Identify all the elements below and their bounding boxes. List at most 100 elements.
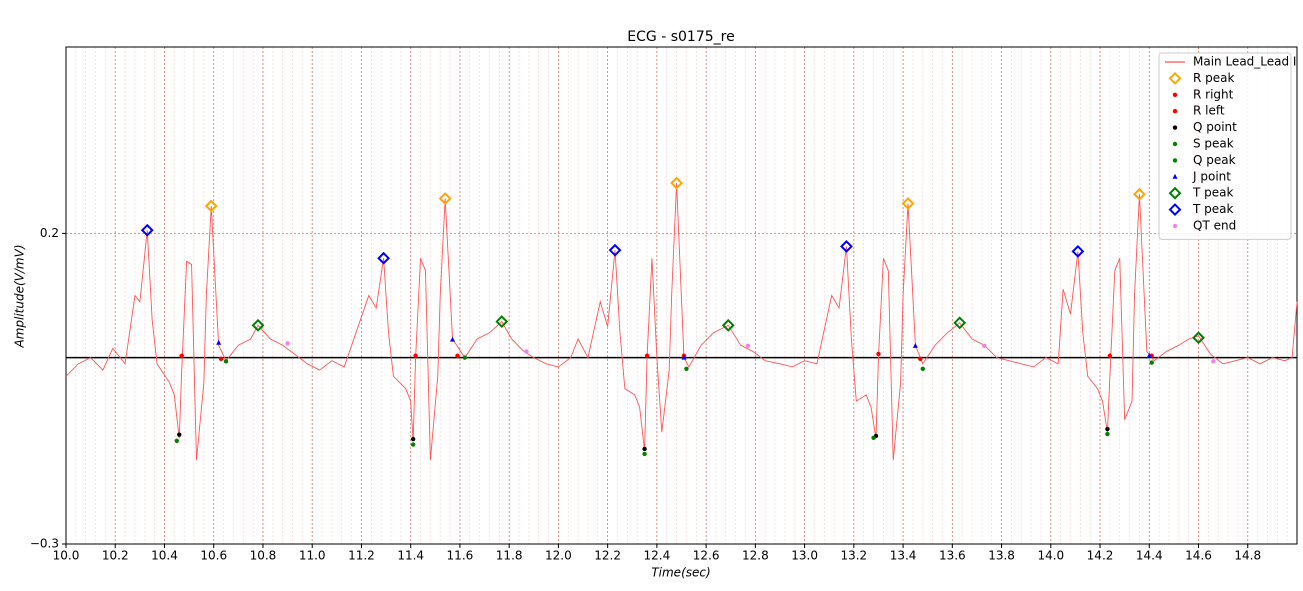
marker-dot <box>179 353 184 358</box>
legend-label: R left <box>1193 104 1225 118</box>
legend-swatch <box>1172 223 1178 229</box>
x-tick-label: 11.6 <box>447 549 474 563</box>
marker-dot <box>642 451 647 457</box>
x-tick-label: 10.0 <box>53 549 80 563</box>
x-tick-label: 14.8 <box>1234 549 1261 563</box>
legend-swatch <box>1168 203 1182 217</box>
legend-swatch <box>1172 109 1178 114</box>
marker-triangle <box>681 354 687 360</box>
chart-title: ECG - s0175_re <box>627 29 734 45</box>
x-tick-label: 10.8 <box>250 549 277 563</box>
marker-triangle <box>1146 352 1152 358</box>
marker-dot <box>644 353 650 358</box>
y-axis-label: Amplitude(V/mV) <box>13 244 27 348</box>
x-tick-label: 11.0 <box>299 549 326 563</box>
legend-label: R right <box>1193 87 1234 101</box>
marker-dot <box>177 432 182 437</box>
marker-dot <box>1149 360 1154 365</box>
x-tick-label: 11.2 <box>348 549 375 563</box>
legend-label: T peak <box>1192 186 1233 200</box>
legend-label: Q peak <box>1193 153 1236 167</box>
marker-dot <box>876 351 881 357</box>
marker-dot <box>918 356 923 362</box>
marker-triangle <box>912 342 918 348</box>
plot-frame <box>65 46 1298 545</box>
x-tick-label: 13.8 <box>988 549 1015 563</box>
marker-dot <box>455 353 460 358</box>
marker-diamond <box>1071 244 1085 258</box>
marker-dot <box>174 438 179 444</box>
legend-box <box>1158 52 1292 240</box>
marker-diamond <box>140 223 154 237</box>
marker-dot <box>410 436 416 442</box>
marker-dot <box>1105 431 1110 437</box>
x-tick-label: 11.4 <box>397 549 424 563</box>
legend-swatch <box>1168 186 1182 200</box>
legend-swatch <box>1168 71 1182 85</box>
marker-dot <box>871 435 876 440</box>
x-tick-label: 14.0 <box>1037 549 1064 563</box>
marker-diamond <box>721 318 735 332</box>
x-tick-label: 12.8 <box>742 549 769 563</box>
legend-swatch <box>1172 92 1178 98</box>
marker-dot <box>745 343 751 349</box>
marker-dot <box>462 355 468 360</box>
x-tick-label: 13.0 <box>791 549 818 563</box>
marker-triangle <box>450 336 456 342</box>
x-tick-label: 14.2 <box>1087 549 1114 563</box>
y-tick-label: 0.2 <box>40 226 59 240</box>
marker-diamond <box>251 318 265 332</box>
marker-dot <box>524 349 529 354</box>
marker-diamond <box>204 199 218 213</box>
legend-label: T peak <box>1192 202 1233 216</box>
marker-dot <box>1211 359 1216 364</box>
marker-dot <box>410 442 416 447</box>
legend-swatch <box>1172 125 1178 130</box>
marker-dot <box>642 446 647 452</box>
x-tick-label: 10.2 <box>102 549 129 563</box>
legend-label: QT end <box>1193 219 1236 233</box>
marker-dot <box>285 341 290 346</box>
x-tick-label: 14.4 <box>1136 549 1163 563</box>
x-tick-label: 10.4 <box>151 549 178 563</box>
legend-swatch <box>1172 141 1178 147</box>
x-tick-label: 13.6 <box>939 549 966 563</box>
signal-line <box>65 183 1298 461</box>
legend-label: R peak <box>1193 71 1235 85</box>
x-tick-label: 12.4 <box>644 549 671 563</box>
marker-diamond <box>495 315 509 329</box>
x-tick-label: 12.0 <box>545 549 572 563</box>
x-tick-label: 12.6 <box>693 549 720 563</box>
legend-label: Main Lead_Lead I <box>1193 55 1296 69</box>
marker-diamond <box>1192 331 1205 345</box>
marker-dot <box>218 356 224 362</box>
marker-dot <box>1105 426 1110 432</box>
y-tick-label: −0.3 <box>30 537 59 551</box>
marker-dot <box>223 359 229 364</box>
marker-dot <box>920 366 925 372</box>
marker-diamond <box>377 251 391 265</box>
marker-dot <box>413 353 418 358</box>
x-tick-label: 10.6 <box>200 549 227 563</box>
x-tick-label: 14.6 <box>1185 549 1212 563</box>
marker-diamond <box>953 316 967 330</box>
marker-diamond <box>901 197 915 210</box>
x-tick-label: 13.4 <box>890 549 917 563</box>
x-tick-label: 13.2 <box>840 549 867 563</box>
marker-diamond <box>840 240 853 253</box>
legend-label: J point <box>1192 169 1231 183</box>
marker-dot <box>684 366 689 372</box>
marker-diamond <box>1133 187 1146 201</box>
marker-diamond <box>438 192 452 205</box>
x-axis-label: Time(sec) <box>651 566 710 580</box>
x-tick-label: 12.2 <box>594 549 621 563</box>
marker-triangle <box>216 339 222 345</box>
x-tick-label: 11.8 <box>496 549 523 563</box>
marker-diamond <box>670 176 683 190</box>
marker-dot <box>982 343 987 349</box>
marker-dot <box>1107 353 1113 358</box>
legend-label: Q point <box>1193 120 1237 134</box>
legend-swatch <box>1172 158 1178 163</box>
